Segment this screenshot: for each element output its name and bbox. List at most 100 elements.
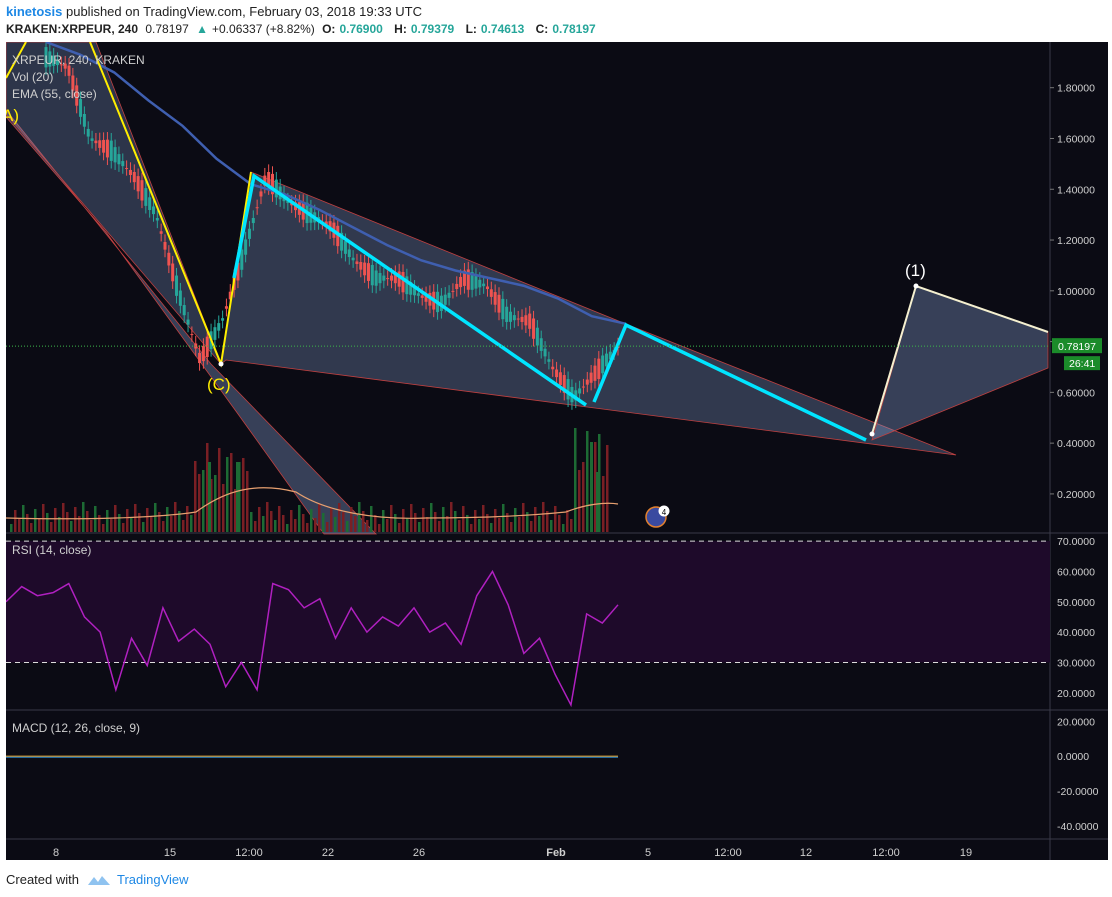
volume-bar <box>578 470 581 532</box>
volume-bar <box>34 509 37 532</box>
rsi-band <box>6 541 1050 663</box>
macd-legend: MACD (12, 26, close, 9) <box>12 721 140 735</box>
candle-body <box>347 249 351 258</box>
chart-area[interactable]: (C)A)(1)40.200000.400000.600000.800001.0… <box>6 42 1108 860</box>
volume-bar <box>554 506 557 532</box>
candle-body <box>286 200 290 204</box>
candle-body <box>144 188 148 206</box>
volume-bar <box>502 504 505 532</box>
volume-bar <box>462 506 465 532</box>
candle-body <box>182 305 186 316</box>
candle-body <box>105 139 109 158</box>
candle-body <box>574 390 578 401</box>
candle-body <box>205 336 209 357</box>
candle-body <box>601 355 605 374</box>
created-with-label: Created with <box>6 872 79 887</box>
volume-bar <box>142 522 145 532</box>
time-tick-label: 12:00 <box>714 847 742 859</box>
candle-body <box>393 273 397 284</box>
publish-info: published on TradingView.com, February 0… <box>65 4 423 19</box>
candle-body <box>413 287 417 296</box>
macd-tick-label: 20.0000 <box>1057 716 1095 728</box>
volume-bar <box>362 511 365 532</box>
candle-body <box>136 176 140 192</box>
volume-bar <box>422 508 425 532</box>
volume-bar <box>546 511 549 532</box>
candle-body <box>251 217 255 224</box>
candle-body <box>125 168 129 170</box>
volume-bar <box>198 474 201 532</box>
volume-bar <box>78 516 81 532</box>
time-tick-label: 19 <box>960 847 972 859</box>
candle-body <box>340 232 344 251</box>
candle-body <box>558 372 562 385</box>
volume-bar <box>322 513 325 532</box>
candle-body <box>328 221 332 232</box>
candle-body <box>86 128 90 137</box>
chart-canvas[interactable]: (C)A)(1)40.200000.400000.600000.800001.0… <box>6 42 1108 860</box>
volume-bar <box>510 522 513 532</box>
volume-bar <box>190 515 193 532</box>
last-price: 0.78197 <box>145 22 189 36</box>
volume-bar <box>138 513 141 532</box>
candle-body <box>386 278 390 280</box>
candle-body <box>117 154 121 165</box>
volume-bar <box>42 504 45 532</box>
candle-body <box>44 47 48 68</box>
price-tick-label: 0.60000 <box>1057 387 1095 399</box>
candle-body <box>201 345 205 362</box>
low-value: 0.74613 <box>480 22 525 36</box>
volume-bar <box>606 445 609 532</box>
volume-bar <box>538 516 541 532</box>
volume-bar <box>282 515 285 532</box>
volume-bar <box>566 510 569 532</box>
volume-bar <box>378 524 381 532</box>
volume-bar <box>522 503 525 532</box>
candle-body <box>52 55 56 66</box>
volume-legend: Vol (20) <box>12 70 53 84</box>
volume-bar <box>166 507 169 532</box>
candle-body <box>374 270 378 286</box>
candle-body <box>274 179 278 198</box>
ema-legend: EMA (55, close) <box>12 87 97 101</box>
volume-bar <box>338 503 341 532</box>
volume-bar <box>286 524 289 532</box>
candle-body <box>259 191 263 197</box>
volume-bar <box>150 517 153 532</box>
time-tick-label: 26 <box>413 847 425 859</box>
volume-bar <box>102 524 105 532</box>
candle-body <box>578 388 582 394</box>
volume-bar <box>478 519 481 532</box>
candle-body <box>59 64 63 66</box>
candle-body <box>462 270 466 286</box>
volume-bar <box>26 514 29 532</box>
volume-bar <box>82 502 85 532</box>
volume-bar <box>442 507 445 532</box>
volume-bar <box>402 509 405 532</box>
volume-bar <box>270 511 273 532</box>
candle-body <box>171 263 175 282</box>
candle-body <box>593 365 597 381</box>
volume-bar <box>386 519 389 532</box>
candle-body <box>585 379 589 385</box>
close-value: 0.78197 <box>552 22 596 36</box>
candle-body <box>516 318 520 320</box>
volume-bar <box>406 518 409 532</box>
volume-bars <box>10 428 609 532</box>
volume-bar <box>186 506 189 532</box>
volume-bar <box>254 521 257 532</box>
author-link[interactable]: kinetosis <box>6 4 63 19</box>
candle-body <box>63 63 67 69</box>
volume-ma-line <box>6 487 619 520</box>
volume-bar <box>498 518 501 532</box>
volume-bar <box>514 508 517 532</box>
tradingview-link[interactable]: TradingView <box>116 872 189 887</box>
time-tick-label: 8 <box>53 847 59 859</box>
high-value: 0.79379 <box>410 22 455 36</box>
candle-body <box>409 282 413 295</box>
volume-bar <box>74 507 77 532</box>
bubble-count-badge <box>658 505 670 517</box>
candle-body <box>336 225 340 247</box>
volume-bar <box>118 514 121 532</box>
candle-body <box>539 338 543 351</box>
